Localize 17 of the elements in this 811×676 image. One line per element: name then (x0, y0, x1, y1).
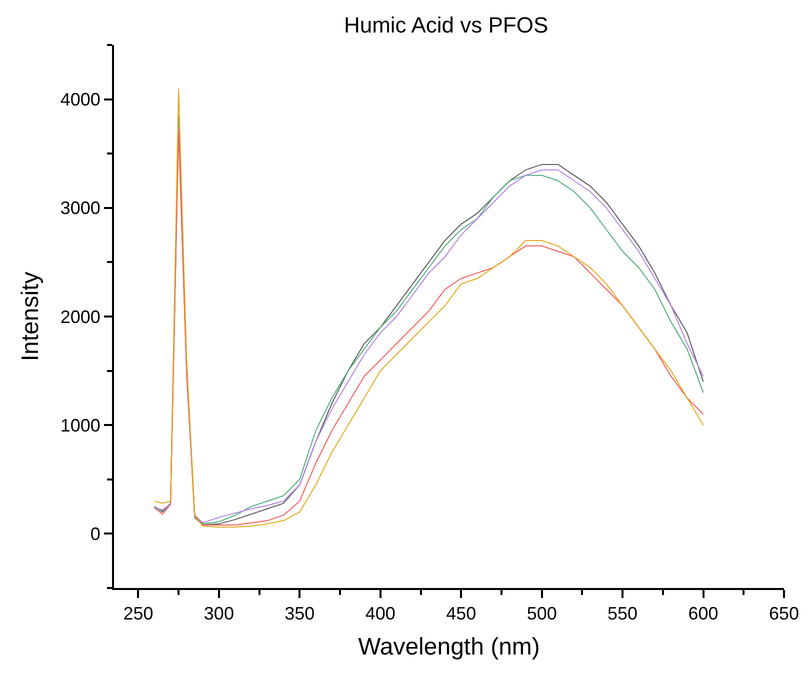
chart-title: Humic Acid vs PFOS (344, 12, 548, 38)
y-tick-label: 1000 (60, 415, 100, 436)
x-tick-label: 550 (608, 604, 638, 624)
x-tick-label: 450 (446, 604, 476, 624)
x-axis-title: Wavelength (nm) (358, 633, 540, 660)
y-tick-label: 3000 (60, 198, 100, 218)
y-tick-label: 4000 (60, 90, 100, 110)
x-tick-label: 600 (688, 604, 718, 624)
x-tick-label: 250 (123, 604, 154, 624)
x-tick-label: 500 (526, 604, 557, 624)
y-tick-label: 0 (90, 524, 100, 544)
x-tick-label: 350 (284, 604, 315, 624)
x-tick-label: 650 (768, 604, 800, 624)
x-tick-label: 300 (204, 604, 234, 624)
y-axis-title: Intensity (16, 272, 44, 362)
x-tick-label: 400 (365, 604, 396, 624)
y-tick-label: 2000 (60, 306, 100, 327)
